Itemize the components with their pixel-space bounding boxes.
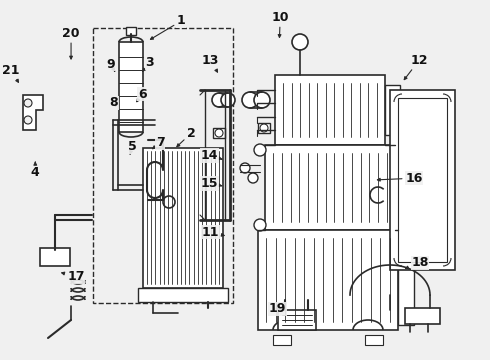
Text: 1: 1 <box>150 14 186 39</box>
Bar <box>273 335 291 345</box>
Circle shape <box>292 34 308 50</box>
Circle shape <box>221 93 235 107</box>
Circle shape <box>254 92 270 108</box>
Circle shape <box>24 99 32 107</box>
Text: 2: 2 <box>177 127 196 147</box>
Circle shape <box>242 92 258 108</box>
Text: 14: 14 <box>201 149 222 162</box>
Bar <box>265 145 395 230</box>
Bar <box>275 75 385 145</box>
Bar <box>93 28 233 303</box>
Text: 16: 16 <box>377 172 423 185</box>
Bar <box>258 123 270 133</box>
Text: 17: 17 <box>62 270 85 283</box>
Text: 19: 19 <box>269 302 286 315</box>
Text: 18: 18 <box>406 256 429 269</box>
Circle shape <box>254 219 266 231</box>
Circle shape <box>248 173 258 183</box>
Text: 8: 8 <box>109 96 118 109</box>
Text: 20: 20 <box>62 27 80 59</box>
Bar <box>405 308 440 324</box>
Bar <box>126 27 136 35</box>
Text: 7: 7 <box>153 136 165 149</box>
Text: 21: 21 <box>2 64 20 82</box>
Text: 4: 4 <box>31 162 40 179</box>
Text: 5: 5 <box>128 140 137 154</box>
Bar <box>138 288 228 302</box>
Circle shape <box>24 116 32 124</box>
Text: 9: 9 <box>106 58 115 71</box>
Text: 13: 13 <box>202 54 220 72</box>
Polygon shape <box>23 95 43 130</box>
Bar <box>119 42 143 132</box>
Bar <box>390 90 455 270</box>
Bar <box>385 85 400 135</box>
Circle shape <box>215 129 223 137</box>
Bar <box>398 98 447 262</box>
Circle shape <box>212 93 226 107</box>
Bar <box>258 230 398 330</box>
Bar <box>143 148 223 288</box>
Bar <box>278 310 316 330</box>
Bar <box>40 248 70 266</box>
Text: 12: 12 <box>404 54 428 80</box>
Text: 3: 3 <box>143 57 154 71</box>
Circle shape <box>240 163 250 173</box>
Text: 10: 10 <box>271 11 289 37</box>
Bar <box>213 128 225 138</box>
Circle shape <box>163 196 175 208</box>
Text: 6: 6 <box>137 88 147 102</box>
Circle shape <box>254 144 266 156</box>
Bar <box>398 235 414 325</box>
Bar <box>395 150 413 225</box>
Text: 11: 11 <box>202 226 224 239</box>
Circle shape <box>260 124 268 132</box>
Bar <box>365 335 383 345</box>
Text: 15: 15 <box>201 177 222 190</box>
